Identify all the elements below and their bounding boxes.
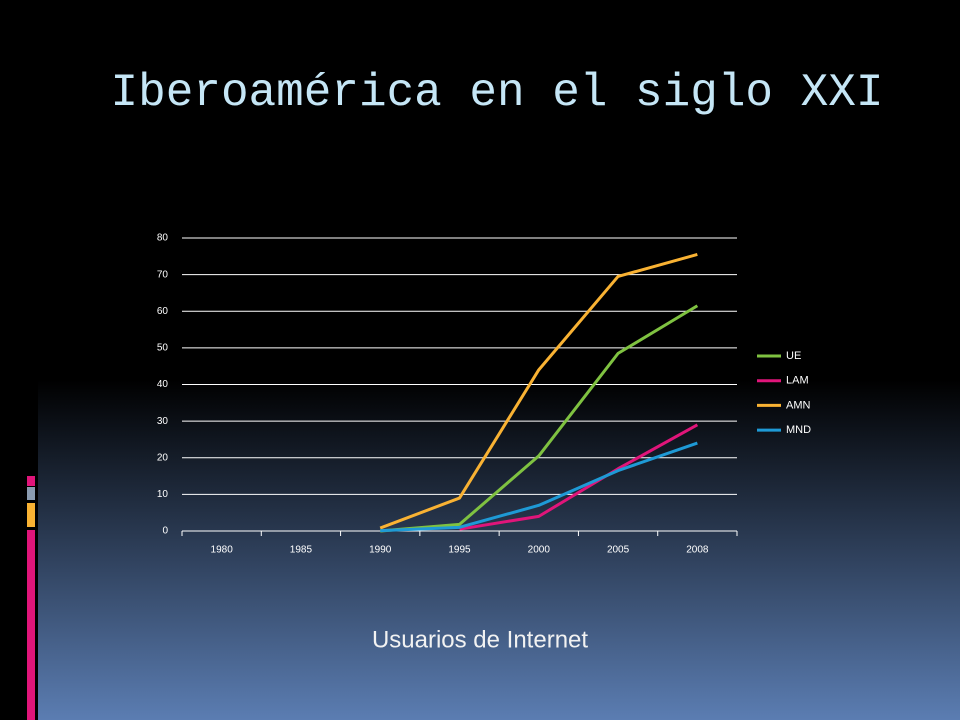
y-tick-label: 30	[157, 416, 169, 427]
x-tick-label: 2005	[607, 545, 630, 556]
x-tick-label: 2008	[686, 545, 709, 556]
y-tick-label: 40	[157, 379, 169, 390]
x-tick-label: 1985	[290, 545, 313, 556]
deco-bar	[27, 487, 35, 500]
legend-label: LAM	[786, 375, 809, 387]
y-tick-label: 60	[157, 306, 169, 317]
deco-bar	[27, 476, 35, 486]
y-tick-label: 70	[157, 269, 169, 280]
deco-bar	[27, 503, 35, 527]
deco-bar	[27, 530, 35, 720]
y-tick-label: 50	[157, 343, 169, 354]
x-tick-label: 2000	[528, 545, 551, 556]
series-line	[379, 253, 698, 530]
legend-label: MND	[786, 424, 811, 436]
caption: Usuarios de Internet	[372, 626, 588, 653]
series-line	[380, 304, 699, 533]
x-tick-label: 1980	[211, 545, 234, 556]
legend-label: AMN	[786, 399, 811, 411]
y-tick-label: 80	[157, 233, 169, 244]
y-tick-label: 0	[162, 526, 168, 537]
y-tick-label: 20	[157, 452, 169, 463]
slide-title: Iberoamérica en el siglo XXI	[111, 67, 884, 119]
series-line	[380, 441, 698, 533]
legend-label: UE	[786, 350, 801, 362]
x-tick-label: 1990	[369, 545, 392, 556]
y-tick-label: 10	[157, 489, 169, 500]
series-line	[459, 423, 699, 531]
x-tick-label: 1995	[448, 545, 471, 556]
